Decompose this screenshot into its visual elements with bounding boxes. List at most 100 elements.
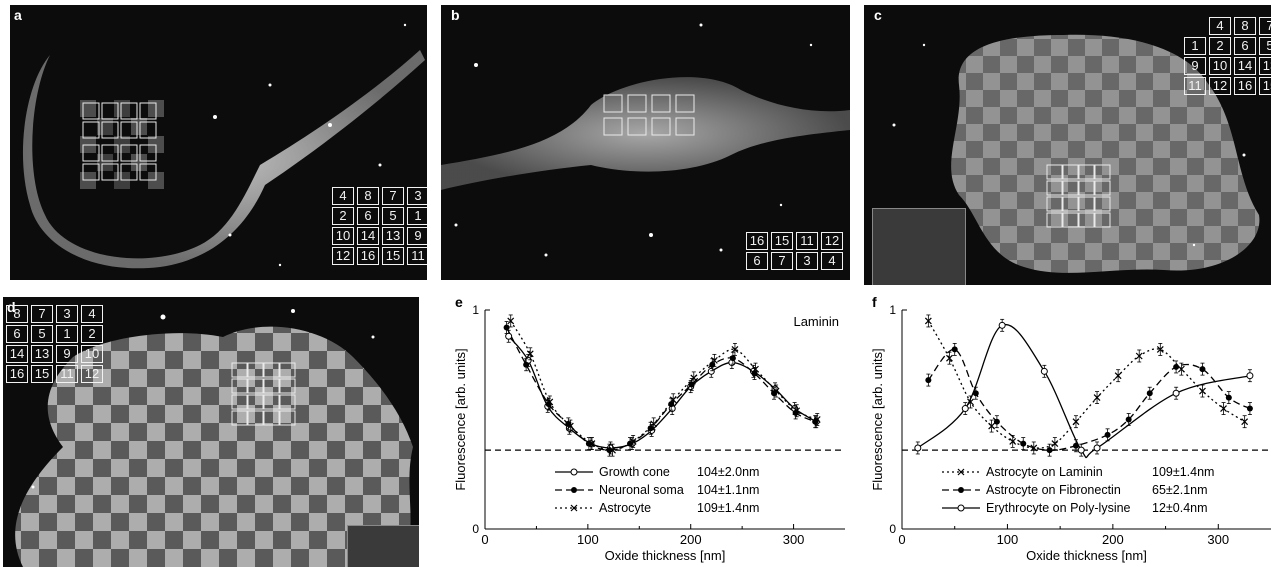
well-number: 11 — [1184, 77, 1206, 95]
series-line — [506, 327, 816, 451]
data-point — [1246, 372, 1254, 380]
y-tick-label: 1 — [472, 303, 479, 317]
data-point — [1177, 365, 1185, 373]
data-point — [988, 422, 996, 430]
data-point — [914, 444, 922, 452]
well-number: 11 — [796, 232, 818, 250]
micrograph-d-image — [15, 309, 414, 567]
well-number: 7 — [1259, 17, 1271, 35]
well-number: 8 — [357, 187, 379, 205]
data-point — [751, 370, 758, 377]
data-point — [946, 354, 953, 362]
legend-label: Astrocyte on Fibronectin — [986, 483, 1121, 497]
well-number: 12 — [332, 247, 354, 265]
chart-f: 0 100 200 300 0 1 Oxide thickness [nm] Fluoresc… — [862, 292, 1271, 567]
data-point — [690, 374, 698, 382]
well-number: 10 — [81, 345, 103, 363]
inset-d — [347, 525, 419, 567]
data-point — [961, 405, 969, 413]
data-point — [588, 440, 596, 448]
legend-label: Neuronal soma — [599, 483, 684, 497]
data-point — [1072, 418, 1080, 426]
data-point — [1135, 352, 1143, 360]
well-number: 12 — [821, 232, 843, 250]
legend-fit-value: 12±0.4nm — [1152, 501, 1208, 515]
well-number: 13 — [31, 345, 53, 363]
x-tick-label: 0 — [898, 532, 905, 547]
data-point — [1009, 437, 1017, 445]
well-number: 9 — [407, 227, 427, 245]
series-line — [510, 320, 818, 451]
micrograph-c-image — [892, 34, 1260, 273]
well-number: 7 — [31, 305, 53, 323]
well-number: 2 — [81, 325, 103, 343]
well-number: 16 — [357, 247, 379, 265]
well-number: 5 — [31, 325, 53, 343]
legend-fit-value: 104±2.0nm — [697, 465, 759, 479]
panel-label-f: f — [872, 294, 877, 310]
data-point — [546, 398, 554, 406]
micrograph-a-image — [22, 23, 425, 269]
chart-e: 0 100 200 300 0 1 Oxide thickness [nm] Fluoresc… — [445, 292, 855, 567]
data-point — [772, 387, 780, 395]
data-point — [650, 420, 658, 428]
data-point — [1114, 372, 1122, 380]
chart-f-svg: 0 100 200 300 0 1 Oxide thickness [nm] Fluoresc… — [870, 303, 1271, 563]
well-number: 3 — [796, 252, 818, 270]
data-point — [523, 361, 530, 368]
well-number: 10 — [332, 227, 354, 245]
data-point — [570, 504, 578, 512]
well-number: 4 — [81, 305, 103, 323]
legend-label: Astrocyte on Laminin — [986, 465, 1103, 479]
well-number: 13 — [1259, 57, 1271, 75]
data-point — [1104, 431, 1111, 438]
series-line — [927, 348, 1251, 451]
data-point — [1241, 418, 1249, 426]
legend-label: Growth cone — [599, 465, 670, 479]
data-point — [993, 418, 1000, 425]
data-point — [1093, 444, 1101, 452]
data-point — [1173, 363, 1180, 370]
data-point — [707, 367, 715, 375]
well-number: 10 — [1209, 57, 1231, 75]
well-number: 6 — [357, 207, 379, 225]
y-axis-label: Fluorescence [arb. units] — [870, 348, 885, 490]
data-point — [505, 332, 513, 340]
x-tick-label: 300 — [783, 532, 805, 547]
series-line — [927, 320, 1245, 449]
panel-label-c: c — [874, 7, 882, 23]
data-point — [972, 390, 979, 397]
y-tick-label: 0 — [889, 522, 896, 536]
micrograph-b-image — [441, 23, 850, 257]
data-point — [503, 324, 510, 331]
well-number: 9 — [1184, 57, 1206, 75]
data-point — [957, 504, 965, 512]
data-point — [1030, 444, 1038, 452]
well-number: 8 — [1234, 17, 1256, 35]
data-point — [924, 317, 932, 325]
data-point — [570, 468, 578, 476]
data-point — [925, 377, 932, 384]
well-number: 14 — [1234, 57, 1256, 75]
data-point — [1040, 367, 1048, 375]
well-number: 1 — [1184, 37, 1206, 55]
panel-label-a: a — [14, 7, 22, 23]
well-number: 2 — [1209, 37, 1231, 55]
well-number: 15 — [31, 365, 53, 383]
well-number: 15 — [771, 232, 793, 250]
x-axis-label: Oxide thickness [nm] — [1026, 548, 1147, 563]
data-point — [731, 345, 739, 353]
series-line — [917, 323, 1251, 459]
well-number: 16 — [1234, 77, 1256, 95]
data-point — [1146, 390, 1153, 397]
data-point — [957, 468, 965, 476]
panel-label-b: b — [451, 7, 460, 23]
inset-c — [872, 208, 966, 285]
data-point — [1199, 387, 1206, 395]
well-number: 14 — [6, 345, 28, 363]
